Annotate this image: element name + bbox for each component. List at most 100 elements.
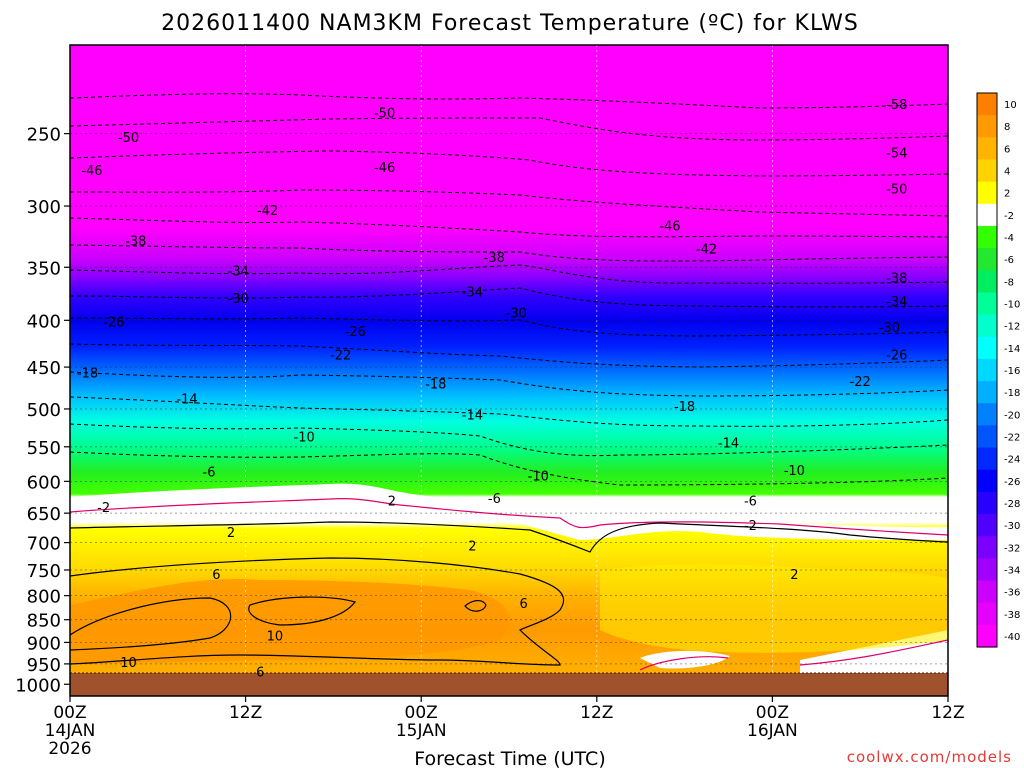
- colorbar-swatch: [977, 181, 997, 205]
- x-tick-year-label: 2026: [48, 739, 91, 759]
- x-tick-label: 00Z: [405, 703, 438, 723]
- isotherm-line: [70, 451, 948, 486]
- colorbar-label: -26: [1004, 477, 1020, 488]
- contour-label: -34: [228, 265, 249, 280]
- isotherm-line: [70, 371, 948, 397]
- isotherm-line: [70, 264, 948, 284]
- yellow-right-lowlevel: [600, 564, 948, 653]
- isotherm-10c-a: [70, 597, 232, 651]
- contour-label: -30: [879, 321, 900, 336]
- contour-label: -18: [425, 378, 446, 393]
- colorbar-label: -2: [1004, 211, 1014, 222]
- plot-frame: [69, 44, 949, 697]
- colorbar-swatch: [977, 314, 997, 338]
- contour-label: -42: [257, 204, 278, 219]
- y-tick-label: 1000: [15, 675, 61, 696]
- contour-label: -22: [850, 375, 871, 390]
- colorbar-swatch: [977, 536, 997, 559]
- contour-label: -58: [886, 98, 907, 113]
- x-tick-date-label: 16JAN: [747, 721, 798, 741]
- orange-core: [70, 579, 510, 664]
- contour-label: -30: [228, 292, 249, 307]
- colorbar-label: -36: [1004, 588, 1020, 599]
- contour-label: 6: [212, 568, 220, 583]
- credit-text: coolwx.com/models: [847, 748, 1012, 766]
- colorbar-swatch: [977, 270, 997, 294]
- colorbar-swatch: [977, 425, 997, 449]
- colorbar-label: -32: [1004, 543, 1020, 554]
- x-tick-date-label: 14JAN: [45, 721, 96, 741]
- contour-label: -18: [674, 400, 695, 415]
- colorbar-swatch: [977, 159, 997, 183]
- colorbar-label: -40: [1004, 632, 1020, 643]
- isotherm-6c: [70, 557, 565, 666]
- y-tick-label: 900: [27, 633, 61, 654]
- contour-label: -2: [744, 519, 757, 534]
- colorbar-label: -14: [1004, 344, 1020, 355]
- colorbar-swatch: [977, 203, 997, 227]
- x-tick-label: 00Z: [53, 703, 86, 723]
- contour-label: -26: [886, 349, 907, 364]
- colorbar-label: -8: [1004, 277, 1014, 288]
- isotherm-contours: [70, 93, 948, 486]
- colorbar: 10 8 6 4 2 -2 -4 -6 -8 -10 -12 -14 -16 -18 -20 -22 -24 -2…: [976, 92, 1020, 648]
- contour-label: -38: [886, 271, 907, 286]
- contour-label: 6: [519, 597, 527, 612]
- colorbar-swatch: [977, 602, 997, 626]
- contour-label: 10: [267, 630, 284, 645]
- white-sfc-patch: [640, 650, 730, 669]
- contour-label: -2: [97, 501, 110, 516]
- contour-label: 2: [790, 568, 798, 583]
- colorbar-swatch: [977, 469, 997, 493]
- y-tick-label: 300: [27, 197, 61, 218]
- colorbar-label: -4: [1004, 233, 1014, 244]
- colorbar-label: -24: [1004, 455, 1020, 466]
- contour-label: 10: [120, 656, 137, 671]
- contour-label: -6: [203, 465, 216, 480]
- contour-label: -38: [125, 234, 146, 249]
- contour-label: -6: [488, 492, 501, 507]
- x-axis-title: Forecast Time (UTC): [414, 748, 605, 768]
- colorbar-swatch: [977, 381, 997, 404]
- isotherm-line: [70, 244, 948, 262]
- contour-label: -50: [886, 182, 907, 197]
- colorbar-label: 8: [1004, 122, 1010, 133]
- colorbar-swatch: [977, 447, 997, 471]
- contour-label: -38: [484, 251, 505, 266]
- isotherm-line: [70, 217, 948, 238]
- colorbar-label: 10: [1004, 100, 1017, 111]
- colorbar-label: -22: [1004, 432, 1020, 443]
- y-tick-label: 950: [27, 655, 61, 676]
- colorbar-swatch: [977, 491, 997, 515]
- freezing-line-lower: [639, 639, 948, 671]
- contour-label: -46: [374, 161, 395, 176]
- grid: [70, 45, 948, 673]
- contour-label: -22: [330, 349, 351, 364]
- contour-label: -10: [528, 469, 549, 484]
- contour-label: -14: [176, 392, 197, 407]
- warm-contours: [70, 521, 948, 666]
- contour-label: -18: [77, 366, 98, 381]
- isotherm-line: [70, 287, 948, 308]
- colorbar-swatch: [977, 248, 997, 271]
- x-tick-label: 12Z: [931, 703, 964, 723]
- contour-label: -50: [374, 106, 395, 121]
- y-axis: 2503003504004505005506006507007508008509…: [15, 125, 70, 696]
- y-tick-label: 600: [27, 472, 61, 493]
- contour-label: -26: [103, 315, 124, 330]
- colorbar-swatch: [977, 558, 997, 582]
- colorbar-label: -30: [1004, 521, 1020, 532]
- colorbar-swatch: [977, 403, 997, 426]
- contour-label: -6: [744, 495, 757, 510]
- contour-label: -46: [659, 219, 680, 234]
- contour-label: -50: [118, 131, 139, 146]
- y-tick-label: 550: [27, 438, 61, 459]
- y-tick-label: 500: [27, 400, 61, 421]
- colorbar-swatch: [977, 358, 997, 382]
- x-tick-date-label: 15JAN: [396, 721, 447, 741]
- contour-label: -14: [462, 408, 483, 423]
- isotherm-line: [70, 189, 948, 217]
- contour-labels: -58 -54 -50 -50 -50 -46 -46 -46 -42 -42 -38 -38 -38 -…: [77, 98, 907, 680]
- isotherm-line: [70, 150, 948, 177]
